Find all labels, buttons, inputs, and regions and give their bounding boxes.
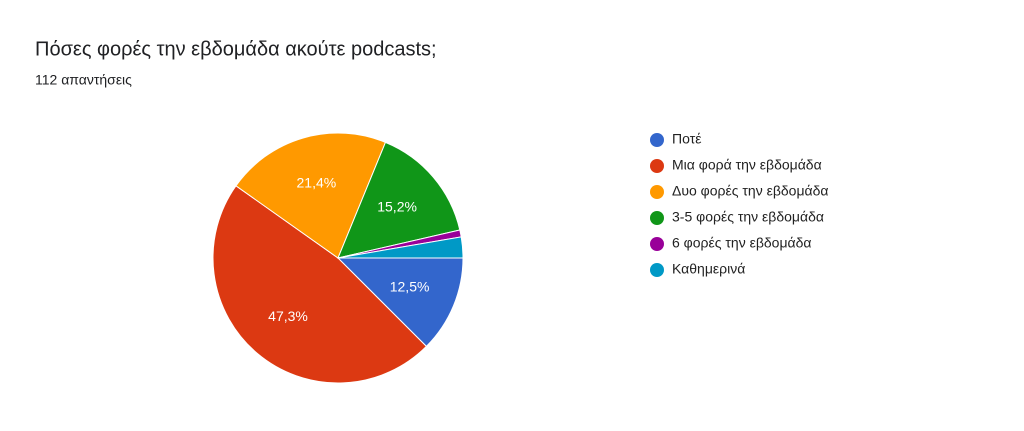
legend-label: Ποτέ: [672, 131, 701, 147]
legend-marker: [650, 185, 664, 199]
legend-marker: [650, 263, 664, 277]
slice-label: 47,3%: [268, 308, 308, 324]
slice-label: 12,5%: [390, 278, 430, 294]
legend-label: Καθημερινά: [672, 261, 745, 277]
legend-label: Δυο φορές την εβδομάδα: [672, 183, 829, 199]
chart-title: Πόσες φορές την εβδομάδα ακούτε podcasts…: [35, 38, 437, 60]
legend-marker: [650, 133, 664, 147]
pie-slice: [235, 132, 387, 259]
pie-slice: [337, 236, 464, 259]
pie-slice: [212, 185, 428, 384]
legend-label: 6 φορές την εβδομάδα: [672, 235, 812, 251]
legend-marker: [650, 159, 664, 173]
legend-marker: [650, 211, 664, 225]
legend-label: Μια φορά την εβδομάδα: [672, 157, 822, 173]
chart-subtitle: 112 απαντήσεις: [35, 72, 132, 88]
slice-label: 15,2%: [377, 199, 417, 215]
pie-slice: [337, 141, 461, 259]
legend-label: 3-5 φορές την εβδομάδα: [672, 209, 824, 225]
slice-label: 21,4%: [297, 174, 337, 190]
pie-slice: [336, 257, 464, 348]
legend-marker: [650, 237, 664, 251]
